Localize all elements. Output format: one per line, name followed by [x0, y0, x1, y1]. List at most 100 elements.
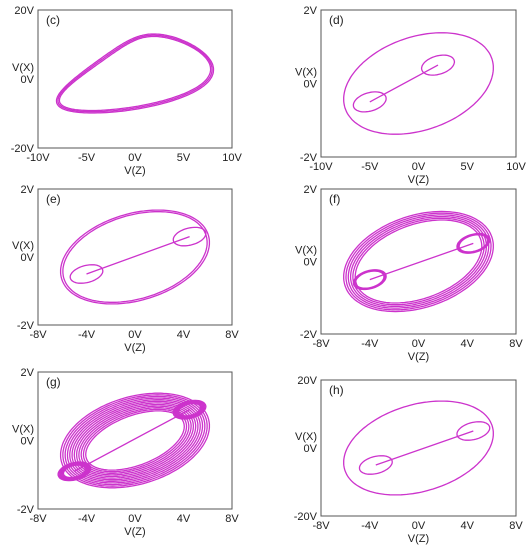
attractor-trace [59, 462, 90, 481]
x-tick-label: 0V [128, 513, 142, 525]
attractor-trace [59, 392, 211, 489]
attractor-trace [352, 217, 485, 306]
x-tick-label: -10V [309, 161, 333, 173]
y-axis-label: V(X) [12, 62, 34, 74]
x-tick-label: 8V [225, 513, 239, 525]
x-axis-label: V(Z) [408, 351, 429, 363]
x-tick-label: 8V [225, 329, 239, 341]
attractor-trace [458, 234, 489, 253]
y-tick-label: 0V [21, 252, 35, 264]
y-tick-label: 0V [21, 436, 35, 448]
attractor-trace [62, 394, 208, 487]
y-axis-label: V(X) [295, 245, 317, 257]
attractor-trace [349, 215, 488, 308]
x-tick-label: -8V [312, 520, 330, 532]
x-tick-label: 0V [128, 329, 142, 341]
x-tick-label: -4V [78, 513, 96, 525]
attractor-trace [57, 34, 213, 113]
y-axis-label: V(X) [295, 67, 317, 79]
attractor-trace [345, 212, 492, 311]
panel-label: (g) [46, 375, 61, 389]
y-axis-label: V(X) [12, 240, 34, 252]
attractor-trace [352, 91, 387, 113]
chart-panel-g: (g) -8V -4V 0V 4V 8V 2V 0V -2V V(Z) V(X) [12, 367, 239, 538]
attractor-trace [343, 210, 494, 313]
chart-panel-d: (d) -10V -5V 0V 5V 10V 2V 0V -2V V(Z) V(X) [295, 5, 526, 186]
y-tick-label: 2V [21, 367, 35, 379]
x-axis-label: V(Z) [124, 165, 145, 177]
chart-panel-h: (h) -8V -4V 0V 4V 8V 20V 0V -20V V(Z) V(X) [294, 375, 524, 545]
chart-panel-c: (c) -10V -5V 0V 5V 10V 20V 0V -20V V(Z) V(X) [11, 5, 243, 177]
attractor-trace [178, 402, 202, 417]
y-axis-label: V(X) [295, 431, 317, 443]
y-tick-label: -2V [17, 320, 35, 332]
x-tick-label: 8V [509, 338, 523, 350]
attractor-trace [420, 54, 456, 76]
y-tick-label: 0V [21, 74, 35, 86]
attractor-trace [354, 270, 385, 289]
x-tick-label: -5V [78, 152, 96, 164]
attractor-trace [62, 211, 208, 303]
attractor-trace [353, 269, 386, 290]
plot-frame [320, 379, 517, 517]
attractor-trace [369, 242, 474, 281]
x-axis-label: V(Z) [124, 342, 145, 354]
y-tick-label: 20V [297, 375, 317, 387]
attractor-trace [55, 33, 215, 114]
x-axis-label: V(Z) [124, 526, 145, 538]
x-tick-label: -10V [26, 152, 50, 164]
y-tick-label: -2V [17, 504, 35, 516]
x-tick-label: 10V [506, 161, 526, 173]
x-tick-label: 0V [412, 161, 426, 173]
x-tick-label: -8V [29, 329, 47, 341]
panel-label: (e) [46, 192, 61, 206]
attractor-trace [343, 400, 494, 496]
y-axis-label: V(X) [12, 424, 34, 436]
attractor-trace [354, 219, 483, 304]
attractor-trace [62, 464, 86, 479]
panel-label: (c) [46, 13, 60, 27]
chart-panel-f: (f) -8V -4V 0V 4V 8V 2V 0V -2V V(Z) V(X) [295, 184, 523, 363]
chart-panel-e: (e) -8V -4V 0V 4V 8V 2V 0V -2V V(Z) V(X) [12, 184, 239, 354]
y-tick-label: -20V [294, 511, 318, 523]
x-tick-label: -4V [361, 338, 379, 350]
panel-label: (d) [329, 13, 344, 27]
attractor-trace [69, 264, 104, 284]
plot-frame [37, 9, 233, 149]
attractor-trace [64, 395, 206, 486]
attractor-trace [74, 409, 190, 472]
x-tick-label: -4V [78, 329, 96, 341]
panel-label: (f) [329, 192, 340, 206]
x-axis-label: V(Z) [408, 533, 429, 545]
attractor-trace [456, 232, 491, 254]
y-tick-label: 0V [304, 257, 318, 269]
x-tick-label: 5V [461, 161, 475, 173]
x-tick-label: -4V [361, 520, 379, 532]
attractor-trace [86, 235, 190, 275]
x-tick-label: 0V [128, 152, 142, 164]
y-tick-label: 2V [21, 184, 35, 196]
plot-frame [37, 371, 233, 510]
x-tick-label: -8V [29, 513, 47, 525]
x-tick-label: -8V [312, 338, 330, 350]
attractor-trace [358, 455, 393, 475]
y-tick-label: 2V [304, 184, 318, 196]
panel-label: (h) [329, 383, 344, 397]
x-axis-label: V(Z) [408, 174, 429, 186]
y-tick-label: 2V [304, 5, 318, 17]
x-tick-label: 8V [509, 520, 523, 532]
x-tick-label: 0V [412, 338, 426, 350]
attractor-trace [58, 35, 212, 112]
x-tick-label: 4V [177, 513, 191, 525]
attractor-trace [59, 209, 211, 305]
x-tick-label: 10V [222, 152, 242, 164]
attractor-trace [456, 421, 491, 441]
y-tick-label: 20V [14, 5, 34, 17]
y-tick-label: -2V [300, 152, 318, 164]
attractor-trace [343, 32, 494, 135]
x-tick-label: 4V [461, 338, 475, 350]
x-tick-label: 0V [412, 520, 426, 532]
y-tick-label: 0V [304, 79, 318, 91]
x-tick-label: -5V [361, 161, 379, 173]
